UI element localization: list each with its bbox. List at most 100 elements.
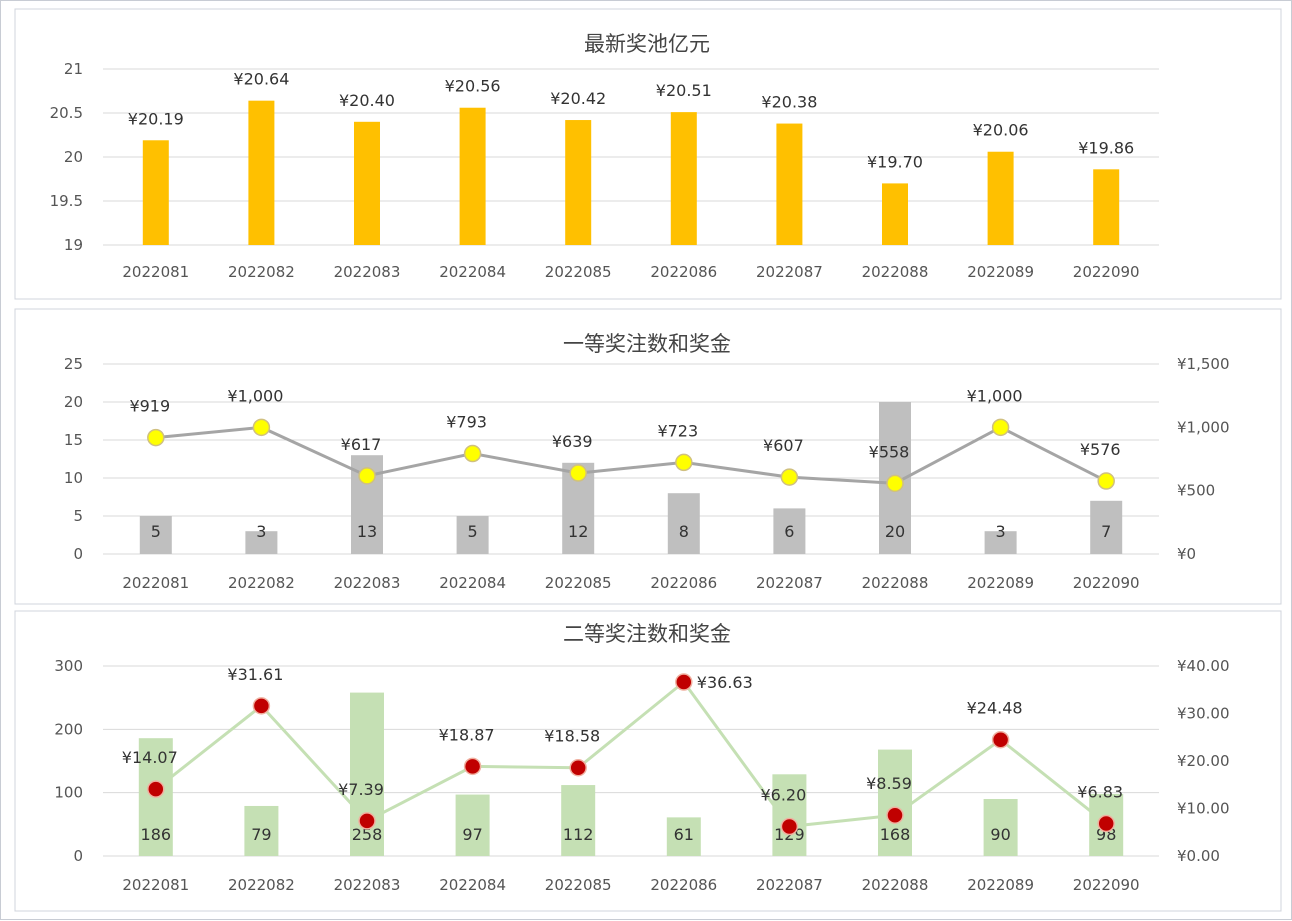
line-data-label: ¥576 bbox=[1080, 440, 1121, 459]
chart-1: 最新奖池亿元 19 19.5 20 20.5 21 2022081 2022082 202208… bbox=[14, 8, 1282, 300]
chart-title: 二等奖注数和奖金 bbox=[563, 622, 731, 646]
x-tick-label: 2022090 bbox=[1073, 876, 1140, 894]
x-tick-label: 2022087 bbox=[756, 876, 823, 894]
y-tick-label: 20 bbox=[64, 148, 83, 166]
y-tick-label: 200 bbox=[54, 720, 83, 738]
bar bbox=[773, 508, 806, 554]
line-marker bbox=[463, 757, 482, 776]
data-label: ¥20.06 bbox=[973, 121, 1029, 140]
chart-frame bbox=[14, 8, 1282, 300]
x-tick-label: 2022087 bbox=[756, 574, 823, 592]
line-data-label: ¥558 bbox=[869, 442, 910, 461]
x-tick-label: 2022085 bbox=[545, 574, 612, 592]
y2-tick-label: ¥20.00 bbox=[1177, 752, 1230, 770]
bar-data-label: 3 bbox=[996, 522, 1006, 541]
data-label: ¥19.70 bbox=[867, 152, 923, 171]
x-tick-label: 2022089 bbox=[967, 263, 1034, 281]
bar-data-label: 6 bbox=[784, 522, 794, 541]
chart-frame bbox=[14, 308, 1282, 605]
bar-data-label: 258 bbox=[352, 825, 383, 844]
data-label: ¥20.40 bbox=[339, 91, 395, 110]
bar-data-label: 112 bbox=[563, 825, 594, 844]
line-marker bbox=[569, 758, 587, 777]
bar bbox=[878, 749, 912, 856]
y-tick-label: 20.5 bbox=[50, 104, 83, 122]
bar-data-label: 186 bbox=[141, 825, 172, 844]
y2-tick-label: ¥1,000 bbox=[1177, 418, 1230, 436]
y2-tick-label: ¥500 bbox=[1177, 482, 1215, 500]
x-tick-label: 2022081 bbox=[122, 263, 189, 281]
bar bbox=[459, 107, 486, 245]
x-tick-label: 2022081 bbox=[122, 574, 189, 592]
line-marker bbox=[780, 817, 799, 836]
data-label: ¥20.56 bbox=[445, 77, 501, 96]
x-tick-label: 2022084 bbox=[439, 574, 506, 592]
y-tick-label: 0 bbox=[73, 545, 83, 563]
line-marker bbox=[147, 428, 165, 447]
y-tick-label: 25 bbox=[64, 355, 83, 373]
x-tick-label: 2022082 bbox=[228, 574, 295, 592]
bar-data-label: 168 bbox=[880, 825, 911, 844]
chart-frame bbox=[14, 610, 1282, 912]
line-data-label: ¥793 bbox=[446, 413, 487, 432]
y-tick-label: 0 bbox=[73, 847, 83, 865]
line-marker bbox=[1097, 472, 1115, 490]
bar bbox=[1090, 500, 1123, 554]
y2-tick-label: ¥40.00 bbox=[1177, 657, 1230, 675]
y2-tick-label: ¥0.00 bbox=[1177, 847, 1220, 865]
line-marker bbox=[569, 464, 587, 482]
x-tick-label: 2022081 bbox=[122, 876, 189, 894]
line-marker bbox=[991, 418, 1010, 437]
line-marker bbox=[358, 812, 376, 830]
bar bbox=[456, 516, 489, 554]
bar bbox=[776, 123, 803, 245]
x-tick-label: 2022090 bbox=[1073, 574, 1140, 592]
bar bbox=[670, 112, 697, 246]
line-marker bbox=[252, 418, 271, 437]
line-data-label: ¥14.07 bbox=[122, 748, 178, 767]
line-marker bbox=[147, 780, 165, 798]
line-marker bbox=[358, 467, 376, 485]
bar bbox=[565, 120, 592, 245]
x-tick-label: 2022086 bbox=[650, 574, 717, 592]
bar bbox=[772, 774, 807, 856]
bar-data-label: 61 bbox=[674, 825, 694, 844]
y-tick-label: 20 bbox=[64, 393, 83, 411]
series-line bbox=[154, 679, 1108, 829]
bar bbox=[667, 493, 700, 554]
x-tick-label: 2022082 bbox=[228, 263, 295, 281]
line-data-label: ¥607 bbox=[763, 436, 804, 455]
bar bbox=[248, 100, 275, 246]
x-tick-label: 2022082 bbox=[228, 876, 295, 894]
chart-2: 一等奖注数和奖金 0 5 10 15 20 25 ¥0 ¥500 ¥1,000 ¥1,500 2022… bbox=[14, 308, 1282, 605]
line-marker bbox=[252, 697, 271, 715]
x-tick-label: 2022083 bbox=[334, 574, 401, 592]
y-tick-label: 15 bbox=[64, 431, 83, 449]
bar-data-label: 79 bbox=[251, 825, 271, 844]
bar bbox=[984, 531, 1017, 554]
bar-data-label: 13 bbox=[357, 522, 377, 541]
bar bbox=[987, 151, 1014, 245]
bar bbox=[142, 140, 169, 245]
line-data-label: ¥1,000 bbox=[227, 386, 283, 405]
x-tick-label: 2022085 bbox=[545, 263, 612, 281]
x-tick-label: 2022088 bbox=[862, 574, 929, 592]
x-tick-label: 2022089 bbox=[967, 876, 1034, 894]
line-data-label: ¥617 bbox=[341, 435, 382, 454]
bar bbox=[561, 785, 596, 856]
x-tick-label: 2022088 bbox=[862, 876, 929, 894]
bar-data-label: 3 bbox=[256, 522, 266, 541]
bar-data-label: 97 bbox=[462, 825, 482, 844]
x-tick-label: 2022084 bbox=[439, 263, 506, 281]
bar-data-label: 5 bbox=[151, 522, 161, 541]
bar bbox=[455, 794, 490, 856]
line-marker bbox=[886, 474, 904, 493]
data-label: ¥20.64 bbox=[233, 70, 289, 89]
bar-data-label: 12 bbox=[568, 522, 588, 541]
bar bbox=[882, 183, 908, 245]
x-tick-label: 2022088 bbox=[862, 263, 929, 281]
bar bbox=[983, 799, 1018, 856]
bar-data-label: 8 bbox=[679, 522, 689, 541]
